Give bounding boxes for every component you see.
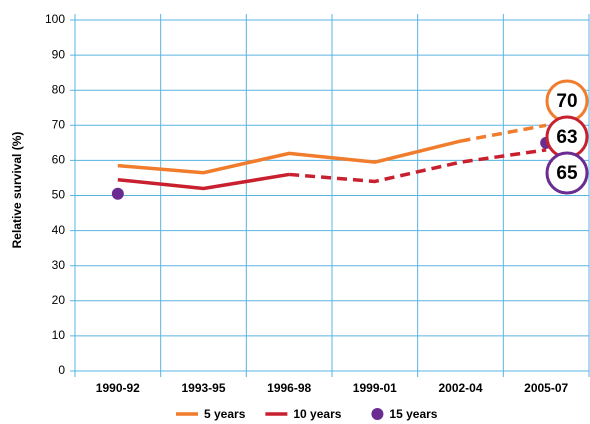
y-tick-label: 0: [58, 363, 65, 377]
y-tick-label: 90: [52, 47, 66, 61]
line: [117, 172, 290, 191]
x-tick-label: 2002-04: [438, 381, 482, 395]
y-tick-label: 100: [45, 12, 65, 26]
y-tick-label: 50: [52, 188, 66, 202]
y-tick-label: 70: [52, 117, 66, 131]
legend-label: 10 years: [293, 407, 341, 421]
end-label-circle: [545, 151, 589, 195]
line-dashed: [289, 148, 547, 184]
legend-label: 5 years: [204, 407, 246, 421]
point: [111, 187, 124, 200]
y-tick-label: 60: [52, 153, 66, 167]
x-tick-label: 1999-01: [353, 381, 397, 395]
y-axis-label: Relative survival (%): [10, 132, 24, 249]
line: [117, 139, 461, 175]
end-label: 63: [556, 127, 577, 148]
legend-label: 15 years: [389, 407, 437, 421]
y-tick-label: 10: [52, 328, 66, 342]
end-label: 70: [556, 91, 577, 112]
y-tick-label: 40: [52, 223, 66, 237]
y-tick-label: 80: [52, 82, 66, 96]
x-tick-label: 1993-95: [181, 381, 225, 395]
line-dashed: [460, 123, 547, 143]
x-tick-label: 1990-92: [96, 381, 140, 395]
x-tick-label: 1996-98: [267, 381, 311, 395]
y-tick-label: 30: [52, 258, 66, 272]
x-tick-label: 2005-07: [524, 381, 568, 395]
end-label: 65: [556, 163, 578, 184]
y-tick-label: 20: [52, 293, 66, 307]
legend-swatch: [371, 408, 384, 420]
